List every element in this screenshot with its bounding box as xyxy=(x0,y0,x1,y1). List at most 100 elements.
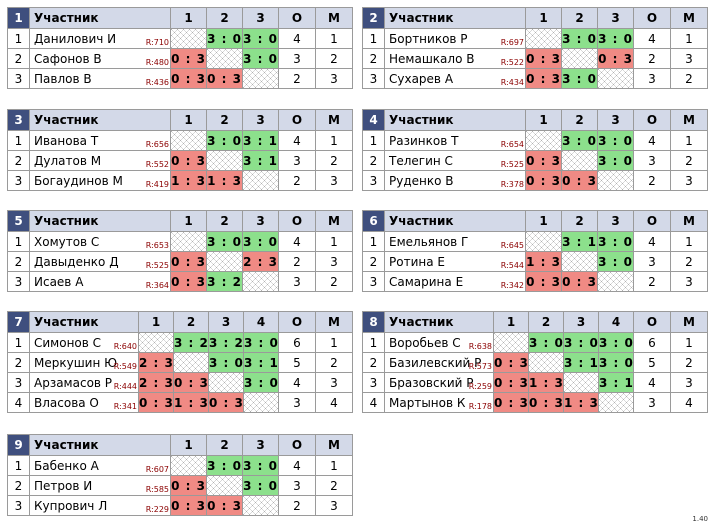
player-seed: 3 xyxy=(7,372,30,393)
player-rating: R:444 xyxy=(113,382,137,391)
self-match-cell xyxy=(242,495,279,516)
match-score: 1 : 3 xyxy=(170,170,207,191)
player-rating: R:378 xyxy=(500,180,524,189)
player-name: Давыденко Д xyxy=(34,254,119,269)
self-match-cell xyxy=(206,251,243,272)
opponent-column-header: 1 xyxy=(525,109,562,131)
player-rating: R:585 xyxy=(145,485,169,494)
player-seed: 3 xyxy=(362,372,385,393)
player-name: Самарина Е xyxy=(389,274,464,289)
opponent-column-header: 4 xyxy=(243,311,279,333)
player-points: 2 xyxy=(633,271,671,292)
match-score: 3 : 0 xyxy=(597,28,634,49)
self-match-cell xyxy=(170,231,207,252)
match-score: 3 : 1 xyxy=(563,352,599,373)
points-header: О xyxy=(278,311,316,333)
participant-header: Участник xyxy=(29,311,139,333)
player-place: 3 xyxy=(315,68,353,89)
match-score: 3 : 1 xyxy=(242,130,279,151)
player-name: Власова О xyxy=(34,395,99,410)
player-seed: 2 xyxy=(362,251,385,272)
player-place: 1 xyxy=(670,130,708,151)
participant-header: Участник xyxy=(384,210,526,232)
points-header: О xyxy=(278,210,316,232)
opponent-column-header: 2 xyxy=(206,210,243,232)
self-match-cell xyxy=(528,352,564,373)
player-place: 2 xyxy=(315,475,353,496)
points-header: О xyxy=(278,7,316,29)
opponent-column-header: 3 xyxy=(242,7,279,29)
player-name-cell: Телегин С R:525 xyxy=(384,150,526,171)
points-header: О xyxy=(278,109,316,131)
player-place: 3 xyxy=(315,495,353,516)
self-match-cell xyxy=(243,392,279,413)
player-points: 2 xyxy=(633,48,671,69)
group-header-row: 8 Участник 1 2 3 4 О М xyxy=(362,311,708,333)
player-seed: 3 xyxy=(7,68,30,89)
player-rating: R:259 xyxy=(468,382,492,391)
player-seed: 3 xyxy=(362,170,385,191)
player-points: 4 xyxy=(633,372,671,393)
self-match-cell xyxy=(170,130,207,151)
match-score: 3 : 0 xyxy=(243,332,279,353)
player-name-cell: Петров И R:585 xyxy=(29,475,171,496)
player-place: 3 xyxy=(670,48,708,69)
player-name-cell: Разинков Т R:654 xyxy=(384,130,526,151)
player-seed: 3 xyxy=(7,271,30,292)
self-match-cell xyxy=(525,231,562,252)
self-match-cell xyxy=(561,48,598,69)
player-place: 1 xyxy=(315,332,353,353)
player-name-cell: Купрович Л R:229 xyxy=(29,495,171,516)
opponent-column-header: 3 xyxy=(597,109,634,131)
player-seed: 3 xyxy=(362,68,385,89)
player-seed: 2 xyxy=(362,150,385,171)
player-seed: 4 xyxy=(362,392,385,413)
opponent-column-header: 2 xyxy=(561,210,598,232)
player-seed: 1 xyxy=(7,28,30,49)
player-place: 2 xyxy=(315,48,353,69)
self-match-cell xyxy=(206,48,243,69)
self-match-cell xyxy=(525,28,562,49)
match-score: 3 : 0 xyxy=(242,475,279,496)
player-points: 3 xyxy=(278,150,316,171)
player-points: 4 xyxy=(278,231,316,252)
player-points: 4 xyxy=(633,231,671,252)
match-score: 3 : 0 xyxy=(597,150,634,171)
group-number: 1 xyxy=(7,7,30,29)
opponent-column-header: 1 xyxy=(170,210,207,232)
player-name-cell: Емельянов Г R:645 xyxy=(384,231,526,252)
player-rating: R:229 xyxy=(145,505,169,514)
player-name-cell: Сафонов В R:480 xyxy=(29,48,171,69)
opponent-column-header: 1 xyxy=(525,7,562,29)
opponent-column-header: 1 xyxy=(170,7,207,29)
self-match-cell xyxy=(242,68,279,89)
self-match-cell xyxy=(170,28,207,49)
player-points: 6 xyxy=(278,332,316,353)
player-place: 2 xyxy=(670,68,708,89)
player-rating: R:342 xyxy=(500,281,524,290)
match-score: 3 : 0 xyxy=(597,231,634,252)
participant-header: Участник xyxy=(384,7,526,29)
match-score: 3 : 0 xyxy=(597,130,634,151)
player-name-cell: Бортников Р R:697 xyxy=(384,28,526,49)
participant-header: Участник xyxy=(29,109,171,131)
player-name: Павлов В xyxy=(34,71,92,86)
match-score: 0 : 3 xyxy=(170,271,207,292)
opponent-column-header: 3 xyxy=(597,7,634,29)
player-seed: 1 xyxy=(7,130,30,151)
player-name: Ротина Е xyxy=(389,254,445,269)
player-seed: 2 xyxy=(7,48,30,69)
match-score: 0 : 3 xyxy=(206,68,243,89)
match-score: 3 : 0 xyxy=(206,130,243,151)
player-place: 1 xyxy=(315,231,353,252)
